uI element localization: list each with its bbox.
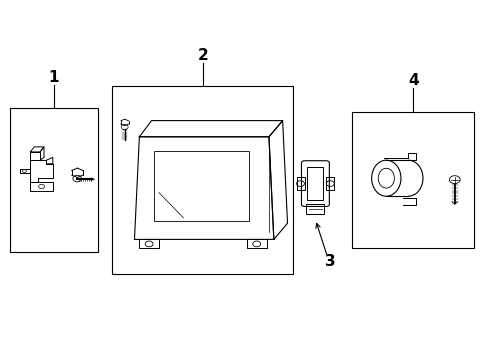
Text: 1: 1 bbox=[48, 69, 59, 85]
Text: 4: 4 bbox=[407, 73, 418, 88]
Text: 2: 2 bbox=[197, 48, 208, 63]
Bar bbox=[154, 151, 249, 221]
Bar bbox=[10, 108, 98, 252]
Bar bbox=[307, 167, 323, 200]
Bar bbox=[112, 86, 293, 274]
Bar bbox=[326, 177, 334, 190]
Bar bbox=[305, 204, 324, 214]
Text: 3: 3 bbox=[325, 254, 335, 269]
Bar bbox=[296, 177, 305, 190]
Bar bbox=[351, 112, 473, 248]
